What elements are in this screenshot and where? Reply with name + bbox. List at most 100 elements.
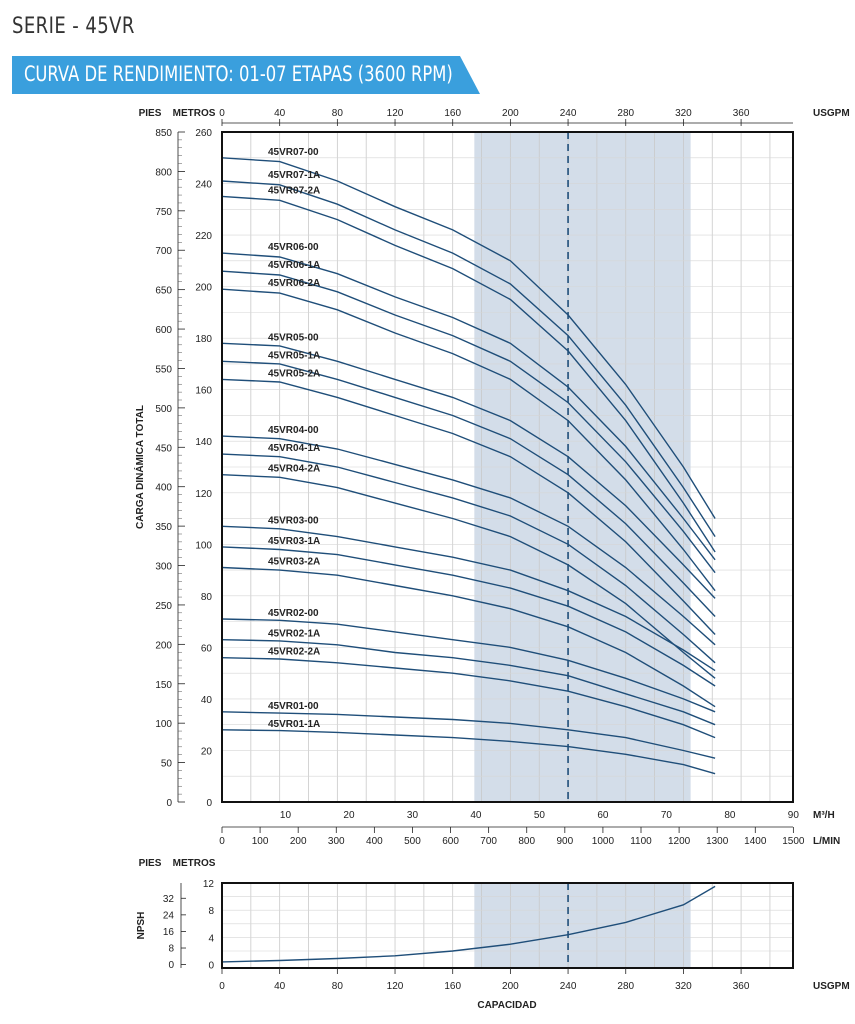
y-tick-ft: 100 — [155, 719, 172, 730]
y-tick-m: 100 — [195, 540, 212, 551]
x-tick-lmin: 1400 — [744, 836, 767, 847]
y-axis-title: CARGA DINÁMICA TOTAL — [133, 405, 146, 529]
y-tick-ft: 550 — [155, 364, 172, 375]
curve-45vr06-1a — [221, 270, 716, 574]
curve-45vr07-00 — [221, 157, 716, 519]
x-tick-lmin: 200 — [290, 836, 307, 847]
curve-label-45vr06-2a: 45VR06-2A — [268, 278, 320, 289]
y-tick-ft: 600 — [155, 325, 172, 336]
curve-45vr01-1a — [221, 729, 716, 775]
y-tick-m: 60 — [201, 643, 213, 654]
y-tick-ft: 400 — [155, 483, 172, 494]
main-plot-frame — [221, 131, 794, 803]
npsh-unit-pies: PIES — [139, 858, 162, 869]
curve-45vr04-2a — [221, 474, 716, 679]
y-tick-ft: 650 — [155, 286, 172, 297]
curve-45vr02-00 — [221, 618, 716, 713]
x-tick-lmin: 400 — [366, 836, 383, 847]
y-tick-m: 160 — [195, 386, 212, 397]
y-tick-ft: 450 — [155, 443, 172, 454]
npsh-x-tick-usgpm: 320 — [675, 981, 692, 992]
curve-label-45vr05-1a: 45VR05-1A — [268, 350, 320, 361]
x-tick-usgpm-top: 40 — [274, 108, 286, 119]
npsh-y-tick-ft: 32 — [163, 894, 175, 905]
x-tick-lmin: 1500 — [782, 836, 805, 847]
npsh-y-tick-ft: 16 — [163, 927, 175, 938]
y-tick-ft: 200 — [155, 640, 172, 651]
y-tick-ft: 250 — [155, 601, 172, 612]
curve-45vr06-00 — [221, 252, 716, 561]
x-tick-usgpm-top: 160 — [444, 108, 461, 119]
x-tick-lmin: 1000 — [592, 836, 615, 847]
x-tick-lmin: 900 — [556, 836, 573, 847]
x-tick-lmin: 1200 — [668, 836, 691, 847]
curve-label-45vr02-00: 45VR02-00 — [268, 608, 319, 619]
npsh-x-unit-usgpm: USGPM — [813, 981, 850, 992]
curve-label-45vr06-1a: 45VR06-1A — [268, 260, 320, 271]
y-tick-m: 240 — [195, 180, 212, 191]
curve-label-45vr06-00: 45VR06-00 — [268, 242, 319, 253]
y-unit-pies: PIES — [139, 108, 162, 119]
x-tick-m3h: 10 — [280, 810, 292, 821]
x-tick-lmin: 1100 — [630, 836, 652, 847]
curve-label-45vr04-2a: 45VR04-2A — [268, 464, 320, 475]
y-tick-m: 120 — [195, 489, 212, 500]
y-tick-m: 260 — [195, 128, 212, 139]
npsh-y-tick-m: 0 — [208, 961, 214, 972]
x-tick-m3h: 70 — [661, 810, 673, 821]
npsh-x-tick-usgpm: 120 — [387, 981, 404, 992]
curve-45vr06-2a — [221, 288, 716, 592]
curve-45vr05-1a — [221, 360, 716, 617]
x-tick-usgpm-top: 360 — [733, 108, 750, 119]
curve-45vr02-2a — [221, 657, 716, 739]
y-tick-m: 140 — [195, 437, 212, 448]
npsh-y-tick-m: 4 — [208, 933, 214, 944]
curve-label-45vr01-00: 45VR01-00 — [268, 701, 319, 712]
y-tick-ft: 850 — [155, 128, 172, 139]
curve-label-45vr03-1a: 45VR03-1A — [268, 536, 320, 547]
curve-label-45vr01-1a: 45VR01-1A — [268, 719, 320, 730]
npsh-y-tick-ft: 0 — [168, 960, 174, 971]
x-unit-lmin: L/MIN — [813, 836, 840, 847]
page-title: SERIE - 45VR — [12, 14, 135, 39]
npsh-x-tick-usgpm: 280 — [617, 981, 634, 992]
curve-label-45vr05-00: 45VR05-00 — [268, 332, 319, 343]
npsh-y-tick-ft: 24 — [163, 910, 175, 921]
x-tick-m3h: 80 — [724, 810, 736, 821]
y-tick-ft: 750 — [155, 207, 172, 218]
x-tick-lmin: 600 — [442, 836, 459, 847]
x-tick-usgpm-top: 80 — [332, 108, 344, 119]
npsh-x-tick-usgpm: 160 — [444, 981, 461, 992]
x-tick-m3h: 50 — [534, 810, 546, 821]
npsh-x-tick-usgpm: 240 — [560, 981, 577, 992]
npsh-recommended-range-band — [474, 883, 691, 968]
curve-label-45vr07-00: 45VR07-00 — [268, 147, 319, 158]
y-tick-m: 80 — [201, 592, 213, 603]
x-tick-m3h: 30 — [407, 810, 419, 821]
y-unit-metros: METROS — [173, 108, 216, 119]
curve-label-45vr05-2a: 45VR05-2A — [268, 368, 320, 379]
x-tick-m3h: 90 — [788, 810, 800, 821]
curve-45vr07-1a — [221, 180, 716, 537]
x-tick-lmin: 800 — [518, 836, 535, 847]
x-tick-usgpm-top: 320 — [675, 108, 692, 119]
x-tick-lmin: 1300 — [706, 836, 729, 847]
curve-label-45vr03-2a: 45VR03-2A — [268, 557, 320, 568]
x-unit-usgpm-top: USGPM — [813, 108, 850, 119]
curve-45vr05-00 — [221, 342, 716, 599]
x-tick-lmin: 100 — [252, 836, 269, 847]
y-tick-m: 0 — [206, 798, 212, 809]
curve-45vr03-00 — [221, 525, 716, 672]
npsh-curve — [221, 885, 716, 963]
y-tick-m: 220 — [195, 231, 212, 242]
npsh-y-tick-ft: 8 — [168, 944, 174, 955]
curve-label-45vr07-1a: 45VR07-1A — [268, 170, 320, 181]
x-tick-lmin: 700 — [480, 836, 497, 847]
npsh-x-tick-usgpm: 0 — [219, 981, 225, 992]
npsh-plot-frame — [221, 882, 794, 969]
y-tick-m: 40 — [201, 695, 213, 706]
y-tick-m: 180 — [195, 334, 212, 345]
curve-label-45vr02-2a: 45VR02-2A — [268, 647, 320, 658]
npsh-y-axis-title: NPSH — [136, 912, 147, 940]
